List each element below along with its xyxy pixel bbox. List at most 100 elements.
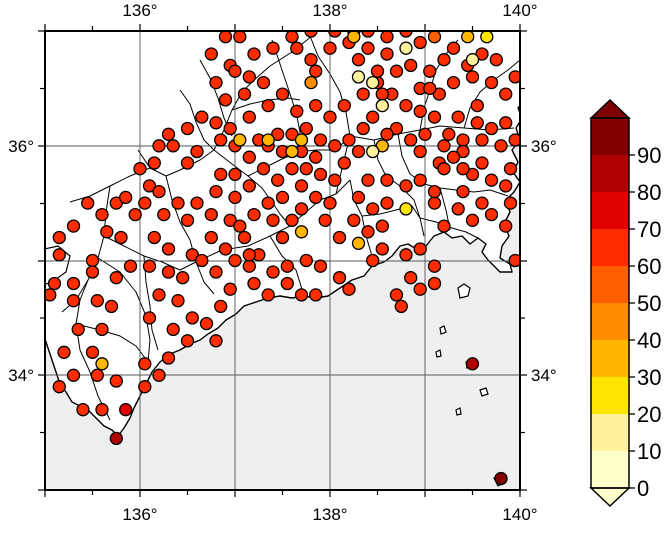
station-marker	[461, 31, 475, 44]
station-marker	[218, 93, 233, 107]
station-marker	[366, 253, 380, 268]
lat-label-left-34: 34°	[8, 366, 34, 385]
station-marker	[138, 196, 152, 210]
colorbar-segment	[591, 414, 629, 451]
station-marker	[280, 276, 294, 291]
station-marker	[299, 253, 313, 268]
station-marker	[309, 288, 323, 302]
station-marker	[266, 41, 280, 55]
station-marker	[503, 196, 518, 210]
station-marker	[180, 334, 195, 348]
station-marker	[499, 219, 513, 233]
station-marker	[209, 184, 223, 199]
station-marker	[332, 271, 347, 285]
station-marker	[237, 230, 252, 245]
colorbar-segment	[591, 266, 629, 303]
station-marker	[180, 213, 195, 227]
station-marker	[123, 259, 138, 273]
station-marker	[204, 230, 218, 245]
colorbar-under-triangle	[589, 487, 631, 508]
station-marker	[342, 133, 356, 147]
station-marker	[261, 288, 275, 302]
station-marker	[470, 116, 484, 130]
station-marker	[427, 184, 442, 199]
station-marker	[389, 64, 404, 78]
station-marker	[271, 127, 285, 141]
colorbar-segment	[591, 451, 629, 488]
station-marker	[380, 196, 394, 210]
station-marker	[489, 53, 503, 67]
station-marker	[456, 133, 470, 147]
station-marker	[413, 35, 427, 50]
station-marker	[347, 31, 361, 44]
station-marker	[138, 357, 152, 371]
station-marker	[142, 259, 157, 273]
station-marker	[90, 368, 104, 382]
station-marker	[342, 282, 356, 296]
station-marker	[223, 121, 237, 136]
station-marker	[375, 98, 389, 113]
station-marker	[475, 133, 489, 147]
station-marker	[66, 219, 81, 233]
station-marker	[290, 41, 304, 55]
station-marker	[484, 75, 499, 90]
station-marker	[361, 41, 375, 55]
station-marker	[446, 41, 461, 55]
station-marker	[361, 173, 375, 187]
station-marker	[275, 190, 290, 205]
station-marker	[209, 265, 223, 279]
station-marker	[309, 190, 323, 205]
lon-label-top-138: 138°	[312, 1, 347, 20]
station-marker	[499, 116, 513, 130]
station-marker	[484, 173, 499, 187]
station-marker	[228, 167, 242, 182]
station-marker	[465, 53, 480, 67]
station-marker	[152, 139, 166, 153]
station-marker	[228, 64, 242, 78]
lat-label-right-36: 36°	[531, 137, 557, 156]
lon-labels-top: 136° 138° 140°	[122, 1, 537, 20]
station-marker	[399, 41, 413, 55]
station-marker	[475, 156, 489, 170]
station-marker	[218, 242, 233, 256]
station-marker	[375, 242, 389, 256]
station-marker	[45, 288, 57, 302]
station-marker	[119, 190, 133, 205]
lat-labels-right: 36° 34°	[531, 137, 557, 385]
station-marker	[432, 87, 446, 101]
station-marker	[180, 156, 195, 170]
station-marker	[266, 265, 280, 279]
station-marker	[337, 98, 351, 113]
station-marker	[247, 207, 261, 222]
station-marker	[294, 179, 309, 193]
station-marker	[356, 87, 370, 101]
station-marker	[109, 374, 123, 388]
station-marker	[380, 127, 394, 141]
station-marker	[446, 75, 461, 90]
station-marker	[446, 150, 461, 164]
station-marker	[271, 173, 285, 187]
station-marker	[404, 58, 418, 73]
station-marker	[437, 53, 451, 67]
lon-label-bottom-136: 136°	[122, 505, 157, 524]
station-marker	[214, 133, 228, 147]
station-marker	[204, 47, 218, 61]
station-marker	[66, 368, 81, 382]
land-island-2	[435, 349, 442, 358]
station-marker	[52, 248, 66, 262]
station-marker	[304, 75, 318, 90]
station-marker	[361, 225, 375, 239]
station-marker	[280, 259, 294, 273]
station-marker	[361, 31, 375, 38]
station-marker	[328, 173, 342, 187]
station-marker	[285, 162, 299, 176]
colorbar-label: 80	[637, 180, 661, 205]
station-marker	[394, 299, 408, 314]
colorbar-segment	[591, 229, 629, 266]
station-marker	[218, 31, 233, 44]
station-marker	[76, 403, 90, 417]
station-marker	[465, 213, 480, 227]
lon-label-top-140: 140°	[502, 1, 537, 20]
station-marker	[66, 294, 81, 308]
station-marker	[456, 162, 470, 176]
